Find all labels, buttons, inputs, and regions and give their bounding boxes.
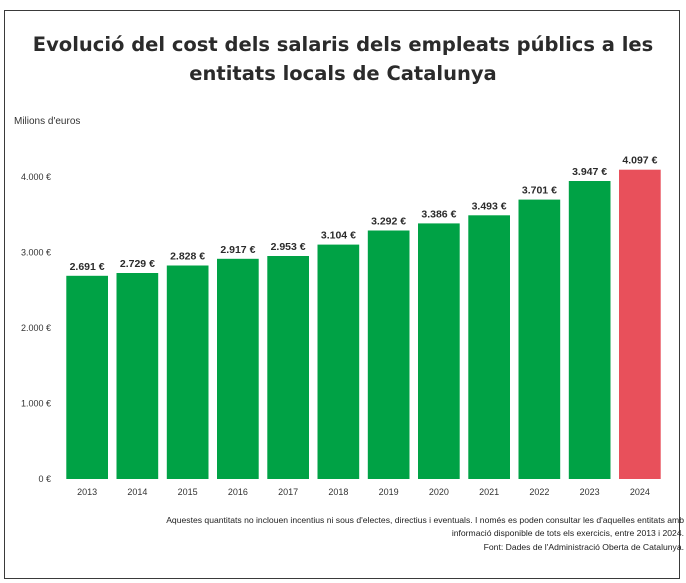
- bar-2020: [418, 223, 460, 479]
- data-label-2019: 3.292 €: [371, 216, 406, 228]
- bar-2021: [468, 215, 510, 480]
- data-label-2024: 4.097 €: [622, 155, 657, 167]
- x-tick-label-2014: 2014: [127, 487, 147, 497]
- x-tick-label-2020: 2020: [429, 487, 449, 497]
- data-label-2022: 3.701 €: [522, 185, 557, 197]
- source-text: Font: Dades de l'Administració Oberta de…: [483, 542, 684, 552]
- x-tick-label-2013: 2013: [77, 487, 97, 497]
- x-tick-label-2018: 2018: [328, 487, 348, 497]
- data-label-2021: 3.493 €: [472, 200, 507, 212]
- bar-2014: [116, 273, 159, 479]
- x-tick-label-2017: 2017: [278, 487, 298, 497]
- bar-2023: [568, 181, 611, 479]
- data-label-2014: 2.729 €: [120, 258, 155, 270]
- bar-2015: [166, 265, 209, 479]
- data-label-2023: 3.947 €: [572, 166, 607, 178]
- note-line-2: informació disponible de tots els exerci…: [451, 528, 684, 538]
- bar-2016: [217, 258, 259, 479]
- y-axis-label: Milions d'euros: [14, 116, 81, 127]
- bar-2018: [317, 244, 360, 479]
- data-label-2017: 2.953 €: [271, 241, 306, 253]
- y-tick-label: 0 €: [38, 474, 51, 484]
- y-tick-label: 1.000 €: [21, 399, 51, 409]
- y-tick-label: 4.000 €: [21, 172, 51, 182]
- x-tick-label-2016: 2016: [228, 487, 248, 497]
- data-label-2015: 2.828 €: [170, 251, 205, 263]
- x-tick-label-2024: 2024: [630, 487, 650, 497]
- note-line-1: Aquestes quantitats no inclouen incentiu…: [166, 515, 684, 525]
- bar-chart: 0 € 1.000 € 2.000 € 3.000 € 4.000 € 2.691 € 20…: [21, 155, 661, 497]
- data-label-2013: 2.691 €: [70, 261, 105, 273]
- bar-2013: [66, 275, 108, 479]
- x-tick-label-2021: 2021: [479, 487, 499, 497]
- data-label-2018: 3.104 €: [321, 230, 356, 242]
- y-tick-label: 3.000 €: [21, 248, 51, 258]
- y-tick-label: 2.000 €: [21, 323, 51, 333]
- bar-2019: [367, 230, 410, 479]
- x-tick-label-2023: 2023: [580, 487, 600, 497]
- bar-2024: [619, 169, 661, 479]
- data-label-2016: 2.917 €: [220, 244, 255, 256]
- chart-note: Aquestes quantitats no inclouen incentiu…: [20, 514, 684, 540]
- data-label-2020: 3.386 €: [421, 208, 456, 220]
- x-tick-label-2015: 2015: [178, 487, 198, 497]
- x-tick-label-2019: 2019: [379, 487, 399, 497]
- chart-title: Evolució del cost dels salaris dels empl…: [32, 33, 654, 85]
- bar-2017: [267, 256, 309, 479]
- x-tick-label-2022: 2022: [529, 487, 549, 497]
- bar-2022: [518, 199, 561, 479]
